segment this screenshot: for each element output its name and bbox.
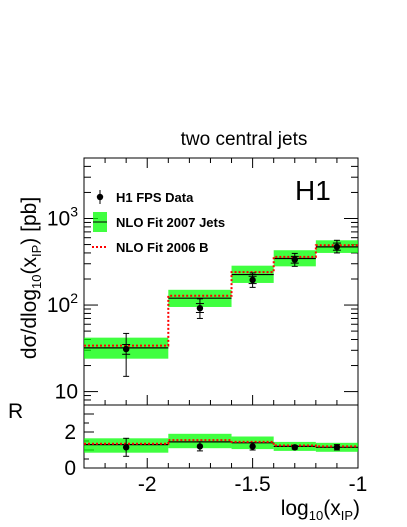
ratio-data-point xyxy=(249,443,256,450)
data-point xyxy=(122,345,130,353)
ratio-plot-frame: -2 -1.5 -1 0 2 xyxy=(64,404,368,496)
ratio-band xyxy=(168,433,232,449)
ratio-frame xyxy=(83,404,359,469)
x-axis-label: log10(xIP) xyxy=(281,497,360,523)
data-point xyxy=(196,304,204,312)
ratio-data-point xyxy=(122,444,130,451)
data-point xyxy=(249,276,256,284)
legend-label: NLO Fit 2006 B xyxy=(116,240,208,255)
ratio-y-tick-label: 2 xyxy=(64,421,76,444)
data-point xyxy=(333,243,341,251)
nlo2006-histogram xyxy=(84,244,358,347)
ratio-y-tick-label: 0 xyxy=(64,457,76,480)
ratio-data-point xyxy=(333,444,341,451)
chart-marks xyxy=(84,239,358,457)
y-tick-label: 103 xyxy=(47,203,78,230)
legend-data-marker xyxy=(96,193,104,201)
ratio-y-axis-label: R xyxy=(8,400,23,423)
experiment-label: H1 xyxy=(295,175,331,206)
x-tick-label: -1 xyxy=(349,473,368,496)
data-point xyxy=(291,256,298,263)
chart-title: two central jets xyxy=(181,129,308,150)
x-tick-label: -1.5 xyxy=(235,473,271,496)
legend: H1 FPS Data NLO Fit 2007 Jets NLO Fit 2006… xyxy=(92,190,225,255)
y-tick-label: 10 xyxy=(55,381,78,404)
ratio-data-point xyxy=(291,444,298,451)
x-tick-label: -2 xyxy=(138,473,157,496)
ratio-nlo2006-histogram xyxy=(84,439,358,448)
y-axis-label: dσ/dlog10(xIP) [pb] xyxy=(18,197,44,359)
ratio-data-point xyxy=(196,443,204,450)
legend-label: NLO Fit 2007 Jets xyxy=(116,215,225,230)
legend-label: H1 FPS Data xyxy=(116,190,194,205)
y-tick-label: 102 xyxy=(47,290,78,317)
